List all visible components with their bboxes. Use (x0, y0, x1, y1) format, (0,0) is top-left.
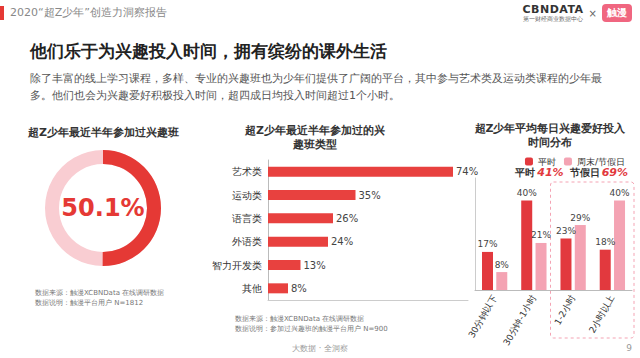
svg-text:30分钟-1小时: 30分钟-1小时 (501, 293, 538, 347)
svg-text:2小时以上: 2小时以上 (587, 293, 617, 334)
html-text:平时41%: 平时41% (515, 166, 564, 179)
svg-text:智力开发类: 智力开发类 (212, 260, 262, 271)
svg-text:外语类: 外语类 (232, 236, 262, 247)
html-text:第一财经商业数据中心: 第一财经商业数据中心 (523, 15, 583, 22)
svg-text:艺术类: 艺术类 (232, 166, 262, 177)
html-text:2020“超Z少年”创造力洞察报告: 2020“超Z少年”创造力洞察报告 (10, 6, 167, 19)
svg-text:18%: 18% (595, 237, 615, 247)
html-text:数据来源：触漫XCBNData 在线调研数据: 数据来源：触漫XCBNData 在线调研数据 (35, 289, 165, 297)
html-text:大数据 · 全洞察: 大数据 · 全洞察 (292, 344, 348, 353)
svg-text:13%: 13% (304, 260, 326, 271)
html-text:超Z少年平均每日兴趣爱好投入时间分布: 超Z少年平均每日兴趣爱好投入时间分布 (474, 122, 626, 149)
svg-text:21%: 21% (531, 230, 551, 240)
svg-text:其他: 其他 (242, 283, 262, 294)
html-text:他们乐于为兴趣投入时间，拥有缤纷的课外生活: 他们乐于为兴趣投入时间，拥有缤纷的课外生活 (30, 41, 387, 61)
html-text:超Z少年最近半年参加过的兴趣班类型: 超Z少年最近半年参加过的兴趣班类型 (245, 124, 385, 151)
svg-text:40%: 40% (610, 188, 630, 198)
html-text:9: 9 (626, 343, 632, 353)
svg-text:24%: 24% (331, 236, 353, 247)
svg-text:40%: 40% (517, 188, 537, 198)
html-text:节假日69%: 节假日69% (569, 166, 628, 179)
svg-text:1-2小时: 1-2小时 (552, 293, 577, 326)
svg-text:运动类: 运动类 (232, 190, 262, 201)
svg-text:26%: 26% (336, 213, 358, 224)
svg-text:8%: 8% (495, 260, 510, 270)
html-text:CBNDATA: CBNDATA (522, 3, 584, 16)
svg-text:语言类: 语言类 (232, 213, 262, 224)
html-text:超Z少年最近半年参加过兴趣班: 超Z少年最近半年参加过兴趣班 (28, 126, 179, 139)
html-text:触漫: 触漫 (607, 7, 627, 18)
svg-text:23%: 23% (556, 226, 576, 236)
svg-text:29%: 29% (570, 213, 590, 223)
svg-text:30分钟以下: 30分钟以下 (467, 293, 499, 339)
html-text:数据说明：参加过兴趣班的触漫平台用户 N=900: 数据说明：参加过兴趣班的触漫平台用户 N=900 (235, 325, 388, 333)
html-text:除了丰富的线上学习课程，多样、专业的兴趣班也为少年们提供了广: 除了丰富的线上学习课程，多样、专业的兴趣班也为少年们提供了广阔的平台，其中参与艺… (30, 72, 602, 102)
svg-text:74%: 74% (456, 166, 478, 177)
svg-text:8%: 8% (291, 283, 307, 294)
svg-text:35%: 35% (359, 190, 381, 201)
html-text:数据说明：触漫平台用户 N=1812: 数据说明：触漫平台用户 N=1812 (35, 299, 144, 307)
svg-text:平时: 平时 (538, 157, 556, 167)
svg-text:17%: 17% (477, 239, 497, 249)
svg-text:50.1%: 50.1% (61, 194, 144, 222)
svg-text:周末/节假日: 周末/节假日 (577, 157, 625, 167)
html-text:数据来源：触漫XCBNData 在线调研数据: 数据来源：触漫XCBNData 在线调研数据 (235, 315, 365, 323)
